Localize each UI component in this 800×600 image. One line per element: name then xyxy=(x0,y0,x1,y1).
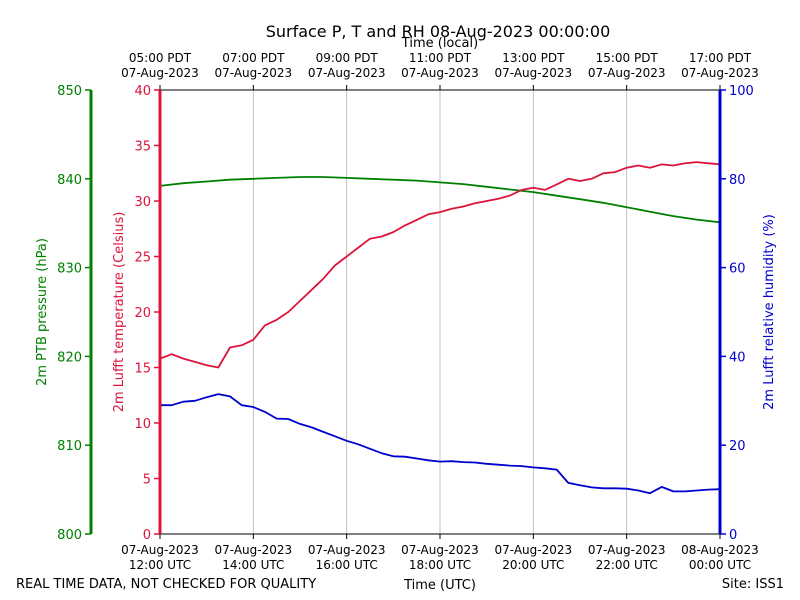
site-label: Site: ISS1 xyxy=(722,577,784,592)
humidity-tick-label: 20 xyxy=(729,439,746,454)
top-x-tick-time-label: 09:00 PDT xyxy=(316,51,379,65)
temperature-tick-label: 5 xyxy=(143,473,151,488)
x-tick-time-label: 14:00 UTC xyxy=(222,558,284,572)
humidity-tick-label: 40 xyxy=(729,350,746,365)
x-tick-date-label: 07-Aug-2023 xyxy=(308,543,386,557)
temperature-tick-label: 30 xyxy=(134,195,151,210)
x-tick-date-label: 08-Aug-2023 xyxy=(681,543,759,557)
x-tick-time-label: 18:00 UTC xyxy=(409,558,471,572)
temperature-axis-label: 2m Lufft temperature (Celsius) xyxy=(112,212,127,413)
temperature-tick-label: 25 xyxy=(134,251,151,266)
x-tick-time-label: 00:00 UTC xyxy=(689,558,751,572)
top-x-tick-date-label: 07-Aug-2023 xyxy=(588,66,666,80)
top-x-tick-time-label: 11:00 PDT xyxy=(409,51,472,65)
x-tick-time-label: 20:00 UTC xyxy=(502,558,564,572)
pressure-tick-label: 800 xyxy=(57,528,82,543)
temperature-series-line xyxy=(159,161,721,369)
bottom-axis-label: Time (UTC) xyxy=(403,578,476,593)
pressure-series-line xyxy=(159,176,721,224)
chart-title: Surface P, T and RH 08-Aug-2023 00:00:00 xyxy=(266,22,611,41)
top-x-tick-time-label: 05:00 PDT xyxy=(129,51,192,65)
top-x-tick-date-label: 07-Aug-2023 xyxy=(401,66,479,80)
pressure-axis-label: 2m PTB pressure (hPa) xyxy=(35,238,50,386)
pressure-tick-label: 850 xyxy=(57,84,82,99)
top-axis-label: Time (local) xyxy=(401,36,478,51)
humidity-tick-label: 80 xyxy=(729,173,746,188)
temperature-tick-label: 20 xyxy=(134,306,151,321)
humidity-tick-label: 60 xyxy=(729,262,746,277)
top-x-tick-date-label: 07-Aug-2023 xyxy=(308,66,386,80)
grid-lines xyxy=(252,90,628,534)
humidity-tick-label: 0 xyxy=(729,528,737,543)
x-tick-date-label: 07-Aug-2023 xyxy=(495,543,573,557)
pressure-tick-label: 830 xyxy=(57,262,82,277)
temperature-tick-label: 40 xyxy=(134,84,151,99)
top-x-tick-date-label: 07-Aug-2023 xyxy=(681,66,759,80)
temperature-tick-label: 10 xyxy=(134,417,151,432)
x-tick-time-label: 16:00 UTC xyxy=(316,558,378,572)
top-x-tick-date-label: 07-Aug-2023 xyxy=(121,66,199,80)
top-x-tick-time-label: 17:00 PDT xyxy=(689,51,752,65)
temperature-tick-label: 35 xyxy=(134,140,151,155)
pressure-tick-label: 840 xyxy=(57,173,82,188)
pressure-tick-label: 810 xyxy=(57,439,82,454)
humidity-tick-label: 100 xyxy=(729,84,754,99)
humidity-axis-label: 2m Lufft relative humidity (%) xyxy=(762,214,777,410)
top-x-tick-time-label: 15:00 PDT xyxy=(596,51,659,65)
temperature-tick-label: 0 xyxy=(143,528,151,543)
plot-lines xyxy=(159,161,721,495)
top-x-tick-date-label: 07-Aug-2023 xyxy=(495,66,573,80)
top-x-tick-time-label: 13:00 PDT xyxy=(502,51,565,65)
pressure-tick-label: 820 xyxy=(57,350,82,365)
x-tick-time-label: 22:00 UTC xyxy=(596,558,658,572)
x-tick-date-label: 07-Aug-2023 xyxy=(401,543,479,557)
temperature-tick-label: 15 xyxy=(134,362,151,377)
humidity-series-line xyxy=(160,393,721,495)
top-x-tick-time-label: 07:00 PDT xyxy=(222,51,285,65)
quality-disclaimer: REAL TIME DATA, NOT CHECKED FOR QUALITY xyxy=(16,577,316,592)
x-tick-date-label: 07-Aug-2023 xyxy=(215,543,293,557)
top-x-tick-date-label: 07-Aug-2023 xyxy=(215,66,293,80)
x-tick-date-label: 07-Aug-2023 xyxy=(121,543,199,557)
x-tick-date-label: 07-Aug-2023 xyxy=(588,543,666,557)
x-tick-time-label: 12:00 UTC xyxy=(129,558,191,572)
